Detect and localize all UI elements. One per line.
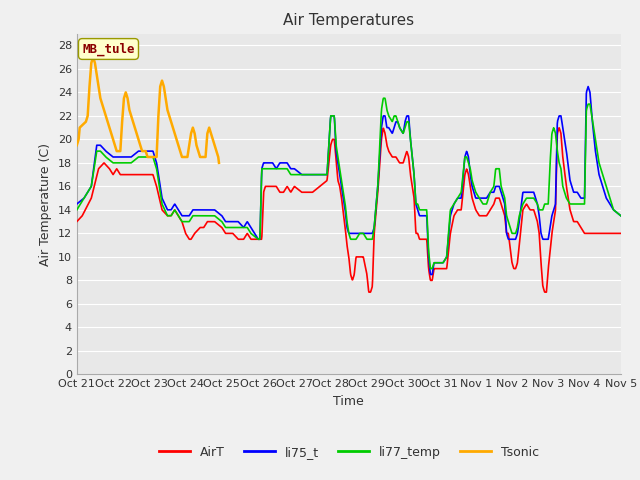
Y-axis label: Air Temperature (C): Air Temperature (C) <box>39 143 52 265</box>
Legend: AirT, li75_t, li77_temp, Tsonic: AirT, li75_t, li77_temp, Tsonic <box>154 441 544 464</box>
Title: Air Temperatures: Air Temperatures <box>284 13 414 28</box>
X-axis label: Time: Time <box>333 395 364 408</box>
Text: MB_tule: MB_tule <box>82 42 135 56</box>
